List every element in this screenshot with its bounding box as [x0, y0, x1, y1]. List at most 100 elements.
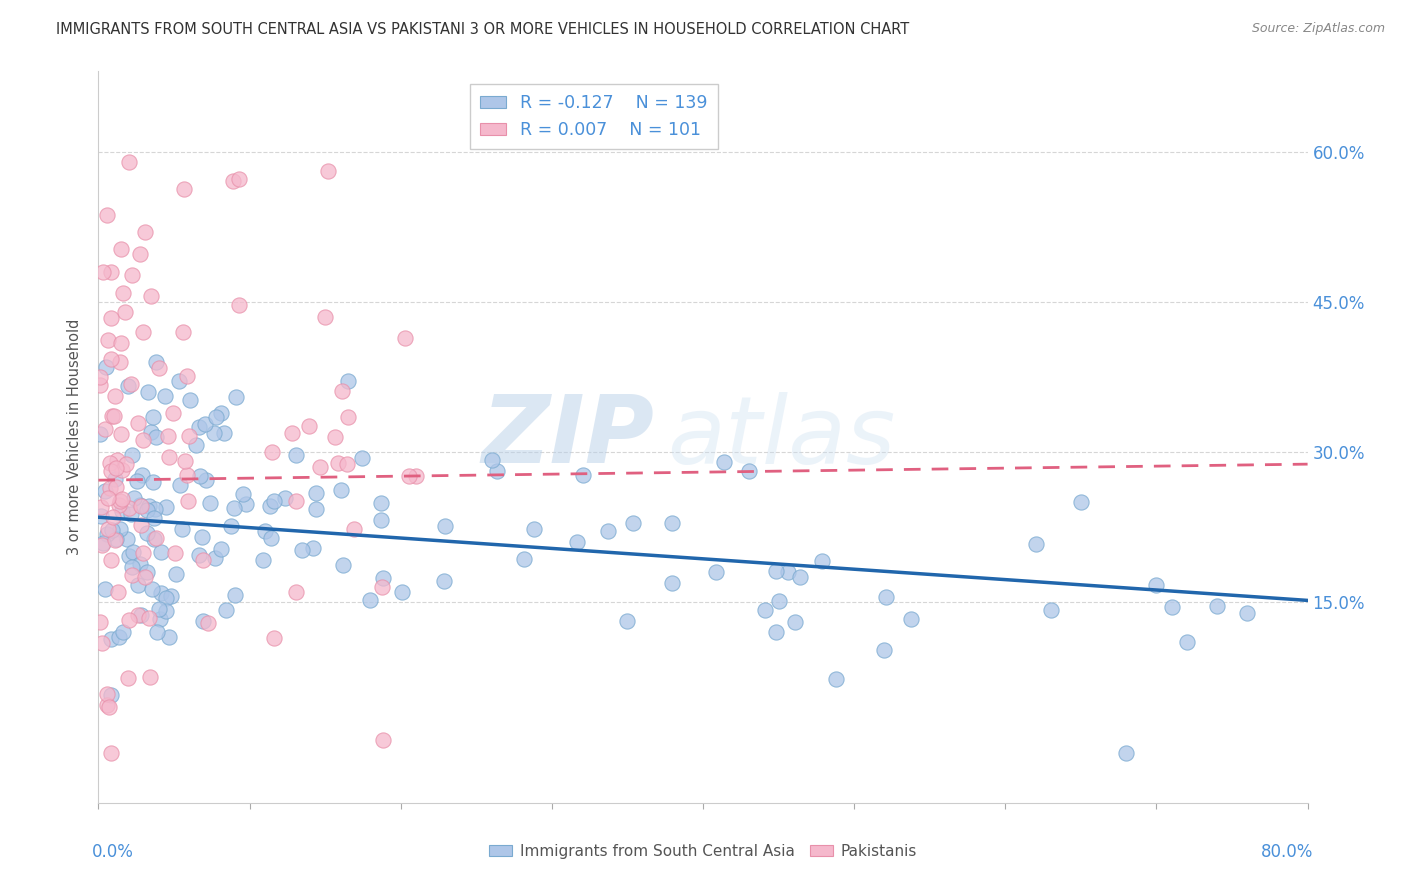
Point	[97, 699, 120, 714]
Point	[661, 516, 683, 530]
Point	[159, 589, 181, 603]
Point	[121, 268, 143, 282]
Point	[98, 481, 121, 495]
Point	[1070, 495, 1092, 509]
Point	[1160, 600, 1182, 615]
Point	[184, 438, 207, 452]
Point	[173, 182, 195, 196]
Point	[129, 557, 152, 571]
Point	[110, 493, 132, 508]
Point	[235, 497, 257, 511]
Point	[371, 571, 394, 585]
Point	[616, 614, 638, 628]
Point	[118, 500, 141, 515]
Point	[105, 532, 128, 546]
Point	[661, 576, 683, 591]
Point	[105, 453, 128, 467]
Point	[370, 513, 392, 527]
Point	[94, 422, 117, 436]
Point	[188, 548, 211, 562]
Point	[150, 545, 173, 559]
Point	[197, 616, 219, 631]
Point	[118, 549, 141, 563]
Point	[174, 454, 197, 468]
Point	[121, 560, 143, 574]
Point	[326, 456, 349, 470]
Point	[110, 355, 132, 369]
Text: 0.0%: 0.0%	[93, 843, 134, 861]
Point	[188, 469, 211, 483]
Point	[263, 493, 285, 508]
Point	[214, 426, 236, 441]
Point	[513, 551, 536, 566]
Point	[149, 612, 172, 626]
Point	[305, 486, 328, 500]
Point	[125, 474, 148, 488]
Point	[145, 430, 167, 444]
Point	[110, 335, 132, 350]
Point	[336, 457, 359, 471]
Point	[228, 172, 250, 186]
Point	[138, 611, 160, 625]
Point	[107, 498, 129, 512]
Point	[100, 688, 122, 702]
Point	[91, 538, 114, 552]
Point	[405, 468, 427, 483]
Point	[810, 554, 832, 568]
Point	[330, 483, 353, 497]
Point	[302, 541, 325, 556]
Point	[169, 477, 191, 491]
Point	[104, 533, 127, 548]
Point	[765, 564, 787, 578]
Point	[254, 524, 277, 538]
Point	[145, 355, 167, 369]
Point	[316, 164, 339, 178]
Point	[101, 409, 124, 423]
Point	[1206, 599, 1229, 613]
Point	[314, 310, 336, 325]
Point	[114, 305, 136, 319]
Point	[172, 325, 194, 339]
Legend: Immigrants from South Central Asia, Pakistanis: Immigrants from South Central Asia, Paki…	[484, 838, 922, 864]
Text: 80.0%: 80.0%	[1261, 843, 1313, 861]
Point	[873, 643, 896, 657]
Point	[522, 522, 544, 536]
Point	[136, 526, 159, 541]
Point	[97, 522, 120, 536]
Point	[100, 553, 122, 567]
Point	[157, 450, 180, 465]
Point	[143, 532, 166, 546]
Point	[146, 624, 169, 639]
Point	[209, 541, 232, 556]
Point	[754, 603, 776, 617]
Point	[187, 419, 209, 434]
Point	[114, 458, 136, 472]
Point	[179, 393, 201, 408]
Point	[93, 483, 115, 498]
Point	[129, 247, 152, 261]
Point	[131, 326, 153, 340]
Point	[128, 498, 150, 512]
Point	[155, 389, 177, 403]
Point	[89, 377, 111, 392]
Point	[209, 406, 232, 420]
Point	[433, 518, 456, 533]
Point	[132, 545, 155, 559]
Point	[190, 530, 212, 544]
Point	[93, 535, 115, 549]
Point	[1024, 537, 1046, 551]
Point	[96, 208, 118, 222]
Point	[252, 553, 274, 567]
Point	[138, 500, 160, 514]
Point	[262, 445, 284, 459]
Point	[228, 298, 250, 312]
Point	[332, 384, 354, 398]
Point	[337, 374, 360, 388]
Point	[108, 522, 131, 536]
Point	[350, 451, 373, 466]
Point	[100, 265, 122, 279]
Point	[1144, 578, 1167, 592]
Point	[738, 464, 761, 478]
Point	[96, 527, 118, 541]
Y-axis label: 3 or more Vehicles in Household: 3 or more Vehicles in Household	[67, 319, 83, 555]
